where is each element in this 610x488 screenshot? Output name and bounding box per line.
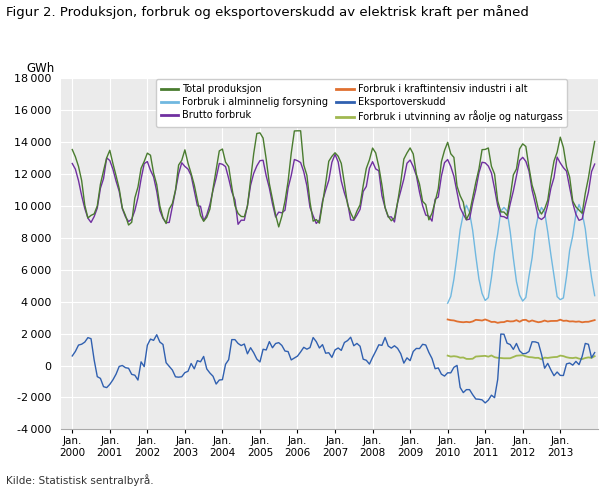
Text: Figur 2. Produksjon, forbruk og eksportoverskudd av elektrisk kraft per måned: Figur 2. Produksjon, forbruk og eksporto… — [6, 5, 529, 19]
Text: GWh: GWh — [26, 61, 54, 75]
Legend: Total produksjon, Forbruk i alminnelig forsyning, Brutto forbruk, Forbruk i kraf: Total produksjon, Forbruk i alminnelig f… — [156, 80, 567, 127]
Text: Kilde: Statistisk sentralbyrå.: Kilde: Statistisk sentralbyrå. — [6, 474, 154, 486]
